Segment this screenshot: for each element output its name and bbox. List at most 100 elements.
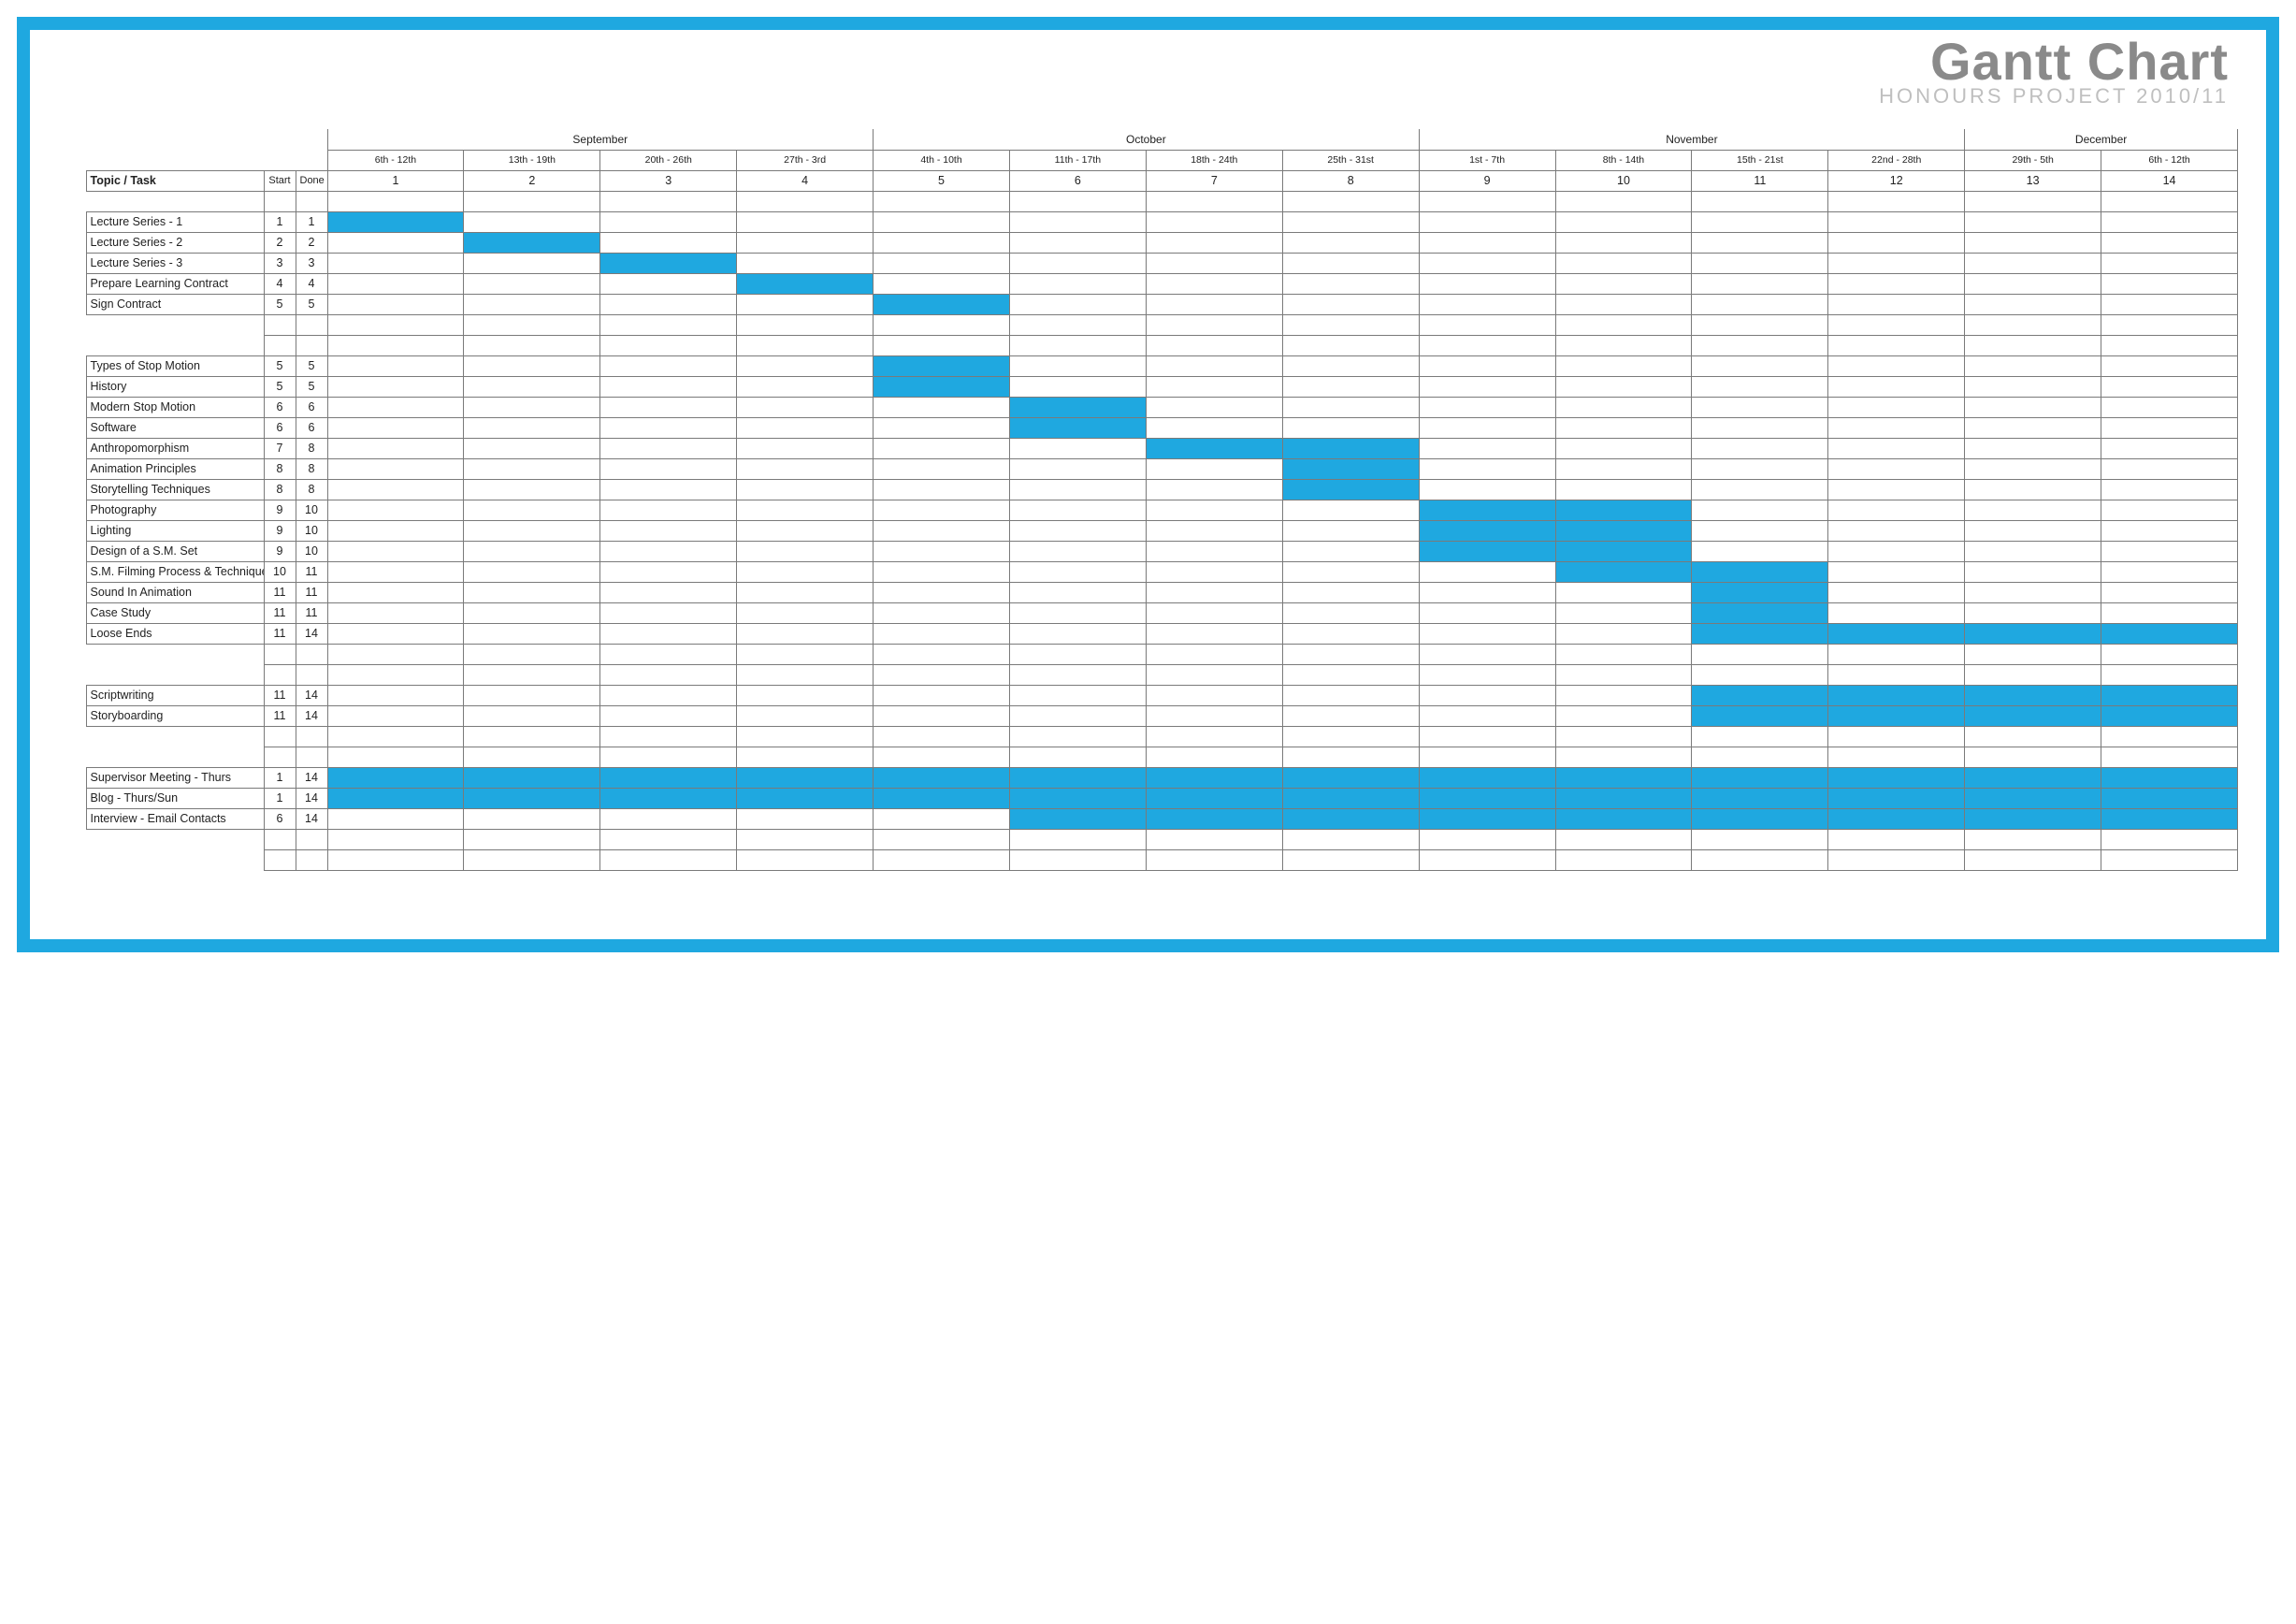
gantt-cell xyxy=(464,500,600,520)
gantt-cell xyxy=(1965,294,2101,314)
gantt-cell xyxy=(464,458,600,479)
gantt-cell xyxy=(737,417,874,438)
task-row: Design of a S.M. Set910 xyxy=(86,541,2238,561)
task-row: Sign Contract55 xyxy=(86,294,2238,314)
week-dates: 29th - 5th xyxy=(1965,150,2101,170)
gantt-cell xyxy=(327,561,464,582)
gantt-cell xyxy=(1146,355,1282,376)
spacer-row xyxy=(86,726,2238,747)
gantt-cell xyxy=(1146,541,1282,561)
gantt-cell xyxy=(1146,417,1282,438)
gantt-cell xyxy=(464,808,600,829)
gantt-cell xyxy=(327,541,464,561)
gantt-cell xyxy=(1282,582,1419,602)
month-label: October xyxy=(874,129,1420,150)
task-start: 8 xyxy=(264,458,296,479)
task-start: 6 xyxy=(264,417,296,438)
gantt-cell xyxy=(1146,458,1282,479)
gantt-cell xyxy=(737,602,874,623)
month-label: December xyxy=(1965,129,2238,150)
gantt-cell xyxy=(2101,582,2238,602)
gantt-cell xyxy=(1282,294,1419,314)
gantt-cell xyxy=(874,417,1010,438)
gantt-cell xyxy=(874,767,1010,788)
gantt-cell xyxy=(464,273,600,294)
gantt-cell xyxy=(1555,788,1692,808)
gantt-cell xyxy=(1965,273,2101,294)
gantt-cell xyxy=(600,788,737,808)
gantt-cell xyxy=(327,355,464,376)
task-done: 14 xyxy=(296,623,327,644)
gantt-cell xyxy=(1965,458,2101,479)
task-done: 8 xyxy=(296,479,327,500)
gantt-cell xyxy=(464,253,600,273)
gantt-cell xyxy=(1965,623,2101,644)
gantt-cell xyxy=(600,355,737,376)
gantt-cell xyxy=(1828,458,1965,479)
gantt-cell xyxy=(737,623,874,644)
task-start: 11 xyxy=(264,705,296,726)
gantt-cell xyxy=(1828,623,1965,644)
task-start: 5 xyxy=(264,355,296,376)
gantt-cell xyxy=(600,623,737,644)
gantt-cell xyxy=(1146,808,1282,829)
gantt-cell xyxy=(1009,767,1146,788)
task-label: Sound In Animation xyxy=(86,582,264,602)
task-start: 4 xyxy=(264,273,296,294)
task-start: 5 xyxy=(264,376,296,397)
gantt-cell xyxy=(1828,438,1965,458)
gantt-cell xyxy=(1555,500,1692,520)
gantt-cell xyxy=(1419,623,1555,644)
gantt-cell xyxy=(464,417,600,438)
gantt-cell xyxy=(1282,458,1419,479)
task-row: Storytelling Techniques88 xyxy=(86,479,2238,500)
gantt-table: SeptemberOctoberNovemberDecember6th - 12… xyxy=(86,129,2238,871)
week-number: 11 xyxy=(1692,170,1828,191)
month-label: November xyxy=(1419,129,1965,150)
gantt-cell xyxy=(1692,397,1828,417)
gantt-cell xyxy=(464,685,600,705)
gantt-cell xyxy=(1282,376,1419,397)
gantt-cell xyxy=(1692,417,1828,438)
gantt-cell xyxy=(327,767,464,788)
gantt-cell xyxy=(1009,705,1146,726)
spacer-row xyxy=(86,664,2238,685)
gantt-cell xyxy=(1965,561,2101,582)
gantt-cell xyxy=(1692,808,1828,829)
gantt-cell xyxy=(1555,767,1692,788)
task-row: Photography910 xyxy=(86,500,2238,520)
task-row: Storyboarding1114 xyxy=(86,705,2238,726)
gantt-cell xyxy=(874,520,1010,541)
gantt-cell xyxy=(1282,705,1419,726)
gantt-cell xyxy=(737,253,874,273)
gantt-cell xyxy=(1555,685,1692,705)
task-label: Lecture Series - 1 xyxy=(86,211,264,232)
gantt-cell xyxy=(1692,458,1828,479)
gantt-cell xyxy=(600,582,737,602)
gantt-cell xyxy=(1009,211,1146,232)
task-start: 10 xyxy=(264,561,296,582)
gantt-cell xyxy=(1009,808,1146,829)
gantt-cell xyxy=(1692,561,1828,582)
task-done: 8 xyxy=(296,438,327,458)
gantt-cell xyxy=(1419,685,1555,705)
gantt-cell xyxy=(1692,273,1828,294)
task-start: 6 xyxy=(264,397,296,417)
task-start: 2 xyxy=(264,232,296,253)
gantt-cell xyxy=(600,294,737,314)
gantt-cell xyxy=(1146,582,1282,602)
gantt-cell xyxy=(464,582,600,602)
gantt-cell xyxy=(600,376,737,397)
task-done: 6 xyxy=(296,397,327,417)
gantt-cell xyxy=(874,253,1010,273)
gantt-cell xyxy=(1555,273,1692,294)
gantt-cell xyxy=(737,520,874,541)
week-dates: 20th - 26th xyxy=(600,150,737,170)
gantt-cell xyxy=(1965,253,2101,273)
gantt-cell xyxy=(1146,767,1282,788)
start-header: Start xyxy=(264,170,296,191)
gantt-cell xyxy=(2101,232,2238,253)
gantt-cell xyxy=(464,767,600,788)
gantt-cell xyxy=(2101,397,2238,417)
gantt-cell xyxy=(737,479,874,500)
